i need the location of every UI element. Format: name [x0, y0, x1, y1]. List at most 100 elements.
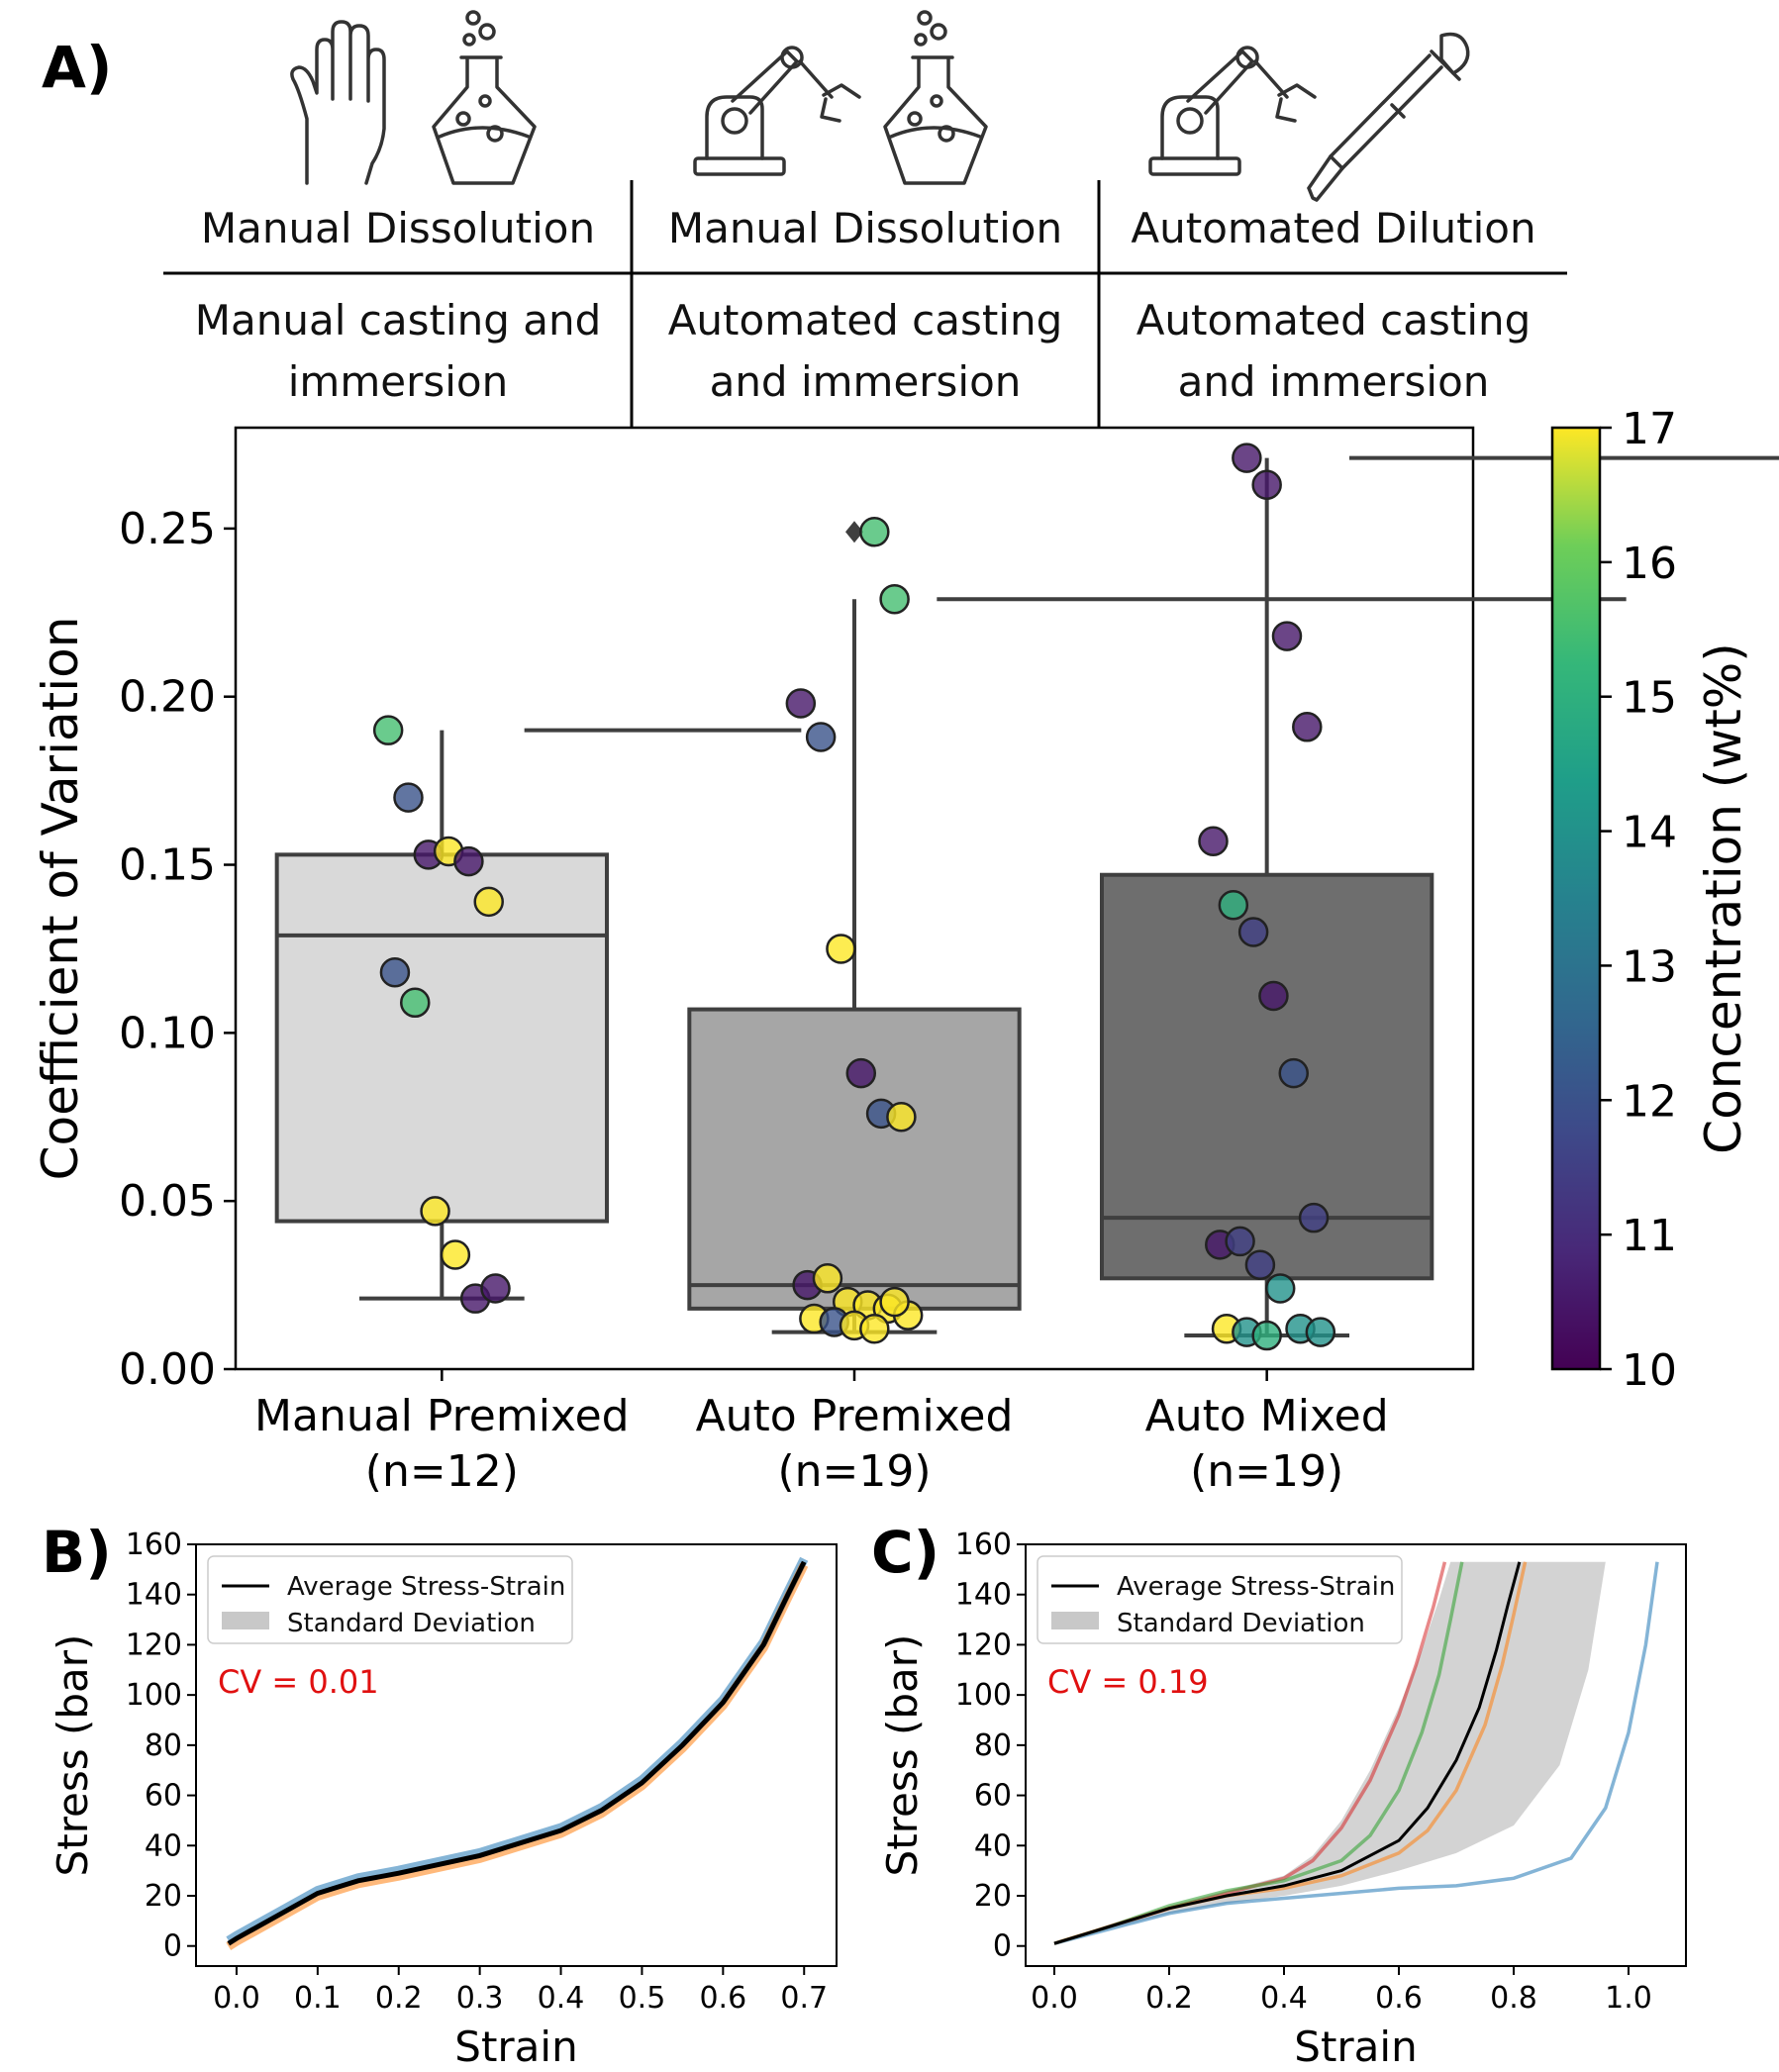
cv-annotation: CV = 0.19: [1047, 1663, 1209, 1701]
y-tick-label: 100: [955, 1678, 1012, 1713]
x-tick-label: 0.2: [375, 1981, 423, 2016]
data-point: [812, 1263, 843, 1294]
y-axis-label: Coefficient of Variation: [32, 617, 89, 1181]
data-point: [879, 583, 910, 615]
box-iqr: [274, 852, 609, 1224]
data-point: [1251, 469, 1282, 500]
data-point: [440, 1239, 471, 1270]
box-2: [687, 521, 1627, 1334]
data-point: [879, 1286, 910, 1318]
y-tick-label: 40: [145, 1828, 182, 1863]
data-point: [1305, 1317, 1336, 1347]
data-point: [473, 886, 504, 918]
x-tick-label: 0.6: [699, 1981, 746, 2016]
data-point: [379, 956, 411, 988]
std-band: [1054, 1561, 1606, 1944]
flask-icon: [883, 10, 988, 185]
data-point: [480, 1273, 511, 1304]
data-point: [453, 845, 484, 877]
box-1: [274, 728, 802, 1301]
legend-box: [1037, 1555, 1403, 1644]
colorbar-tick-label: 11: [1622, 1211, 1677, 1261]
data-point: [1232, 443, 1262, 473]
box-iqr: [1100, 872, 1434, 1281]
header-col1-line3: immersion: [288, 357, 508, 406]
y-tick-label: 160: [955, 1528, 1012, 1562]
stress-strain-plot-b: 0 20 40 60 80 100 120 140 160 0.0 0.1 0.2 0.3 0.4 0.5 0…: [49, 1528, 838, 2071]
data-point: [393, 782, 424, 813]
data-point: [1251, 1320, 1282, 1351]
y-tick-label: 0.10: [119, 1008, 216, 1058]
header-table: [163, 180, 1567, 428]
data-point: [1292, 712, 1323, 742]
header-col1-line1: Manual Dissolution: [201, 204, 595, 252]
y-tick-label: 0.00: [119, 1344, 216, 1395]
x-tick-label: Manual Premixed: [254, 1391, 630, 1441]
panel-label-a: A): [42, 34, 112, 101]
average-line: [1053, 1561, 1522, 1945]
x-tick-label: 0.6: [1375, 1981, 1423, 2016]
y-axis-label: Stress (bar): [49, 1634, 97, 1877]
header-col3-line2: Automated casting: [1137, 296, 1532, 345]
data-point: [1244, 1249, 1276, 1280]
data-point: [1298, 1202, 1330, 1233]
header-col3-line3: and immersion: [1178, 357, 1490, 406]
legend-label-average: Average Stress-Strain: [287, 1572, 565, 1602]
average-line: [227, 1560, 807, 1946]
y-tick-label: 80: [974, 1728, 1012, 1763]
data-point: [1258, 980, 1289, 1012]
header-col3-line1: Automated Dilution: [1131, 204, 1535, 252]
y-tick-label: 140: [126, 1578, 182, 1613]
y-tick-label: 0.15: [119, 840, 216, 891]
hand-icon: [290, 20, 386, 185]
x-tick-count: (n=19): [777, 1446, 931, 1497]
robot-arm-icon: [693, 46, 861, 176]
y-tick-label: 60: [145, 1779, 182, 1814]
legend-swatch-std: [1051, 1612, 1099, 1629]
header-col2-line2: Automated casting: [668, 296, 1063, 345]
data-point: [1218, 890, 1249, 921]
y-tick-label: 120: [126, 1628, 182, 1662]
legend-label-std: Standard Deviation: [1117, 1609, 1365, 1638]
legend-label-std: Standard Deviation: [287, 1609, 536, 1638]
data-point: [1278, 1057, 1309, 1089]
colorbar-tick-label: 15: [1622, 673, 1677, 724]
colorbar-tick-label: 16: [1622, 539, 1677, 589]
y-axis-label: Stress (bar): [878, 1634, 927, 1877]
y-tick-label: 0: [163, 1929, 182, 1964]
data-point: [1198, 826, 1229, 857]
y-tick-label: 0: [993, 1929, 1012, 1964]
cv-annotation: CV = 0.01: [218, 1663, 379, 1701]
colorbar-tick-label: 14: [1622, 808, 1677, 858]
x-tick-label: 0.4: [1260, 1981, 1308, 2016]
flask-icon: [432, 10, 537, 185]
header-col2-line1: Manual Dissolution: [668, 204, 1062, 252]
data-point: [859, 1313, 890, 1344]
data-point: [826, 934, 856, 964]
data-point: [1237, 917, 1269, 947]
data-point: [886, 1102, 917, 1133]
legend-box: [207, 1555, 573, 1644]
data-point: [1271, 621, 1303, 651]
y-tick-label: 140: [955, 1578, 1012, 1613]
robot-arm-icon: [1148, 46, 1317, 176]
colorbar-tick-label: 17: [1622, 404, 1677, 454]
y-tick-label: 40: [974, 1828, 1012, 1863]
x-tick-label: 0.5: [619, 1981, 666, 2016]
panel-label-c: C): [871, 1519, 939, 1586]
y-tick-label: 80: [145, 1728, 182, 1763]
header-col2-line3: and immersion: [710, 357, 1022, 406]
data-point: [1225, 1226, 1255, 1257]
colorbar-tick-label: 10: [1622, 1345, 1677, 1396]
y-tick-label: 0.25: [119, 504, 216, 554]
y-tick-label: 0.20: [119, 672, 216, 723]
y-tick-label: 20: [145, 1879, 182, 1914]
x-tick-count: (n=12): [365, 1446, 519, 1497]
x-tick-label: 0.3: [456, 1981, 504, 2016]
y-tick-label: 100: [126, 1678, 182, 1713]
box-iqr: [687, 1007, 1022, 1311]
x-tick-label: Auto Premixed: [696, 1391, 1014, 1441]
box-3: [1100, 455, 1779, 1338]
data-point: [400, 987, 431, 1019]
